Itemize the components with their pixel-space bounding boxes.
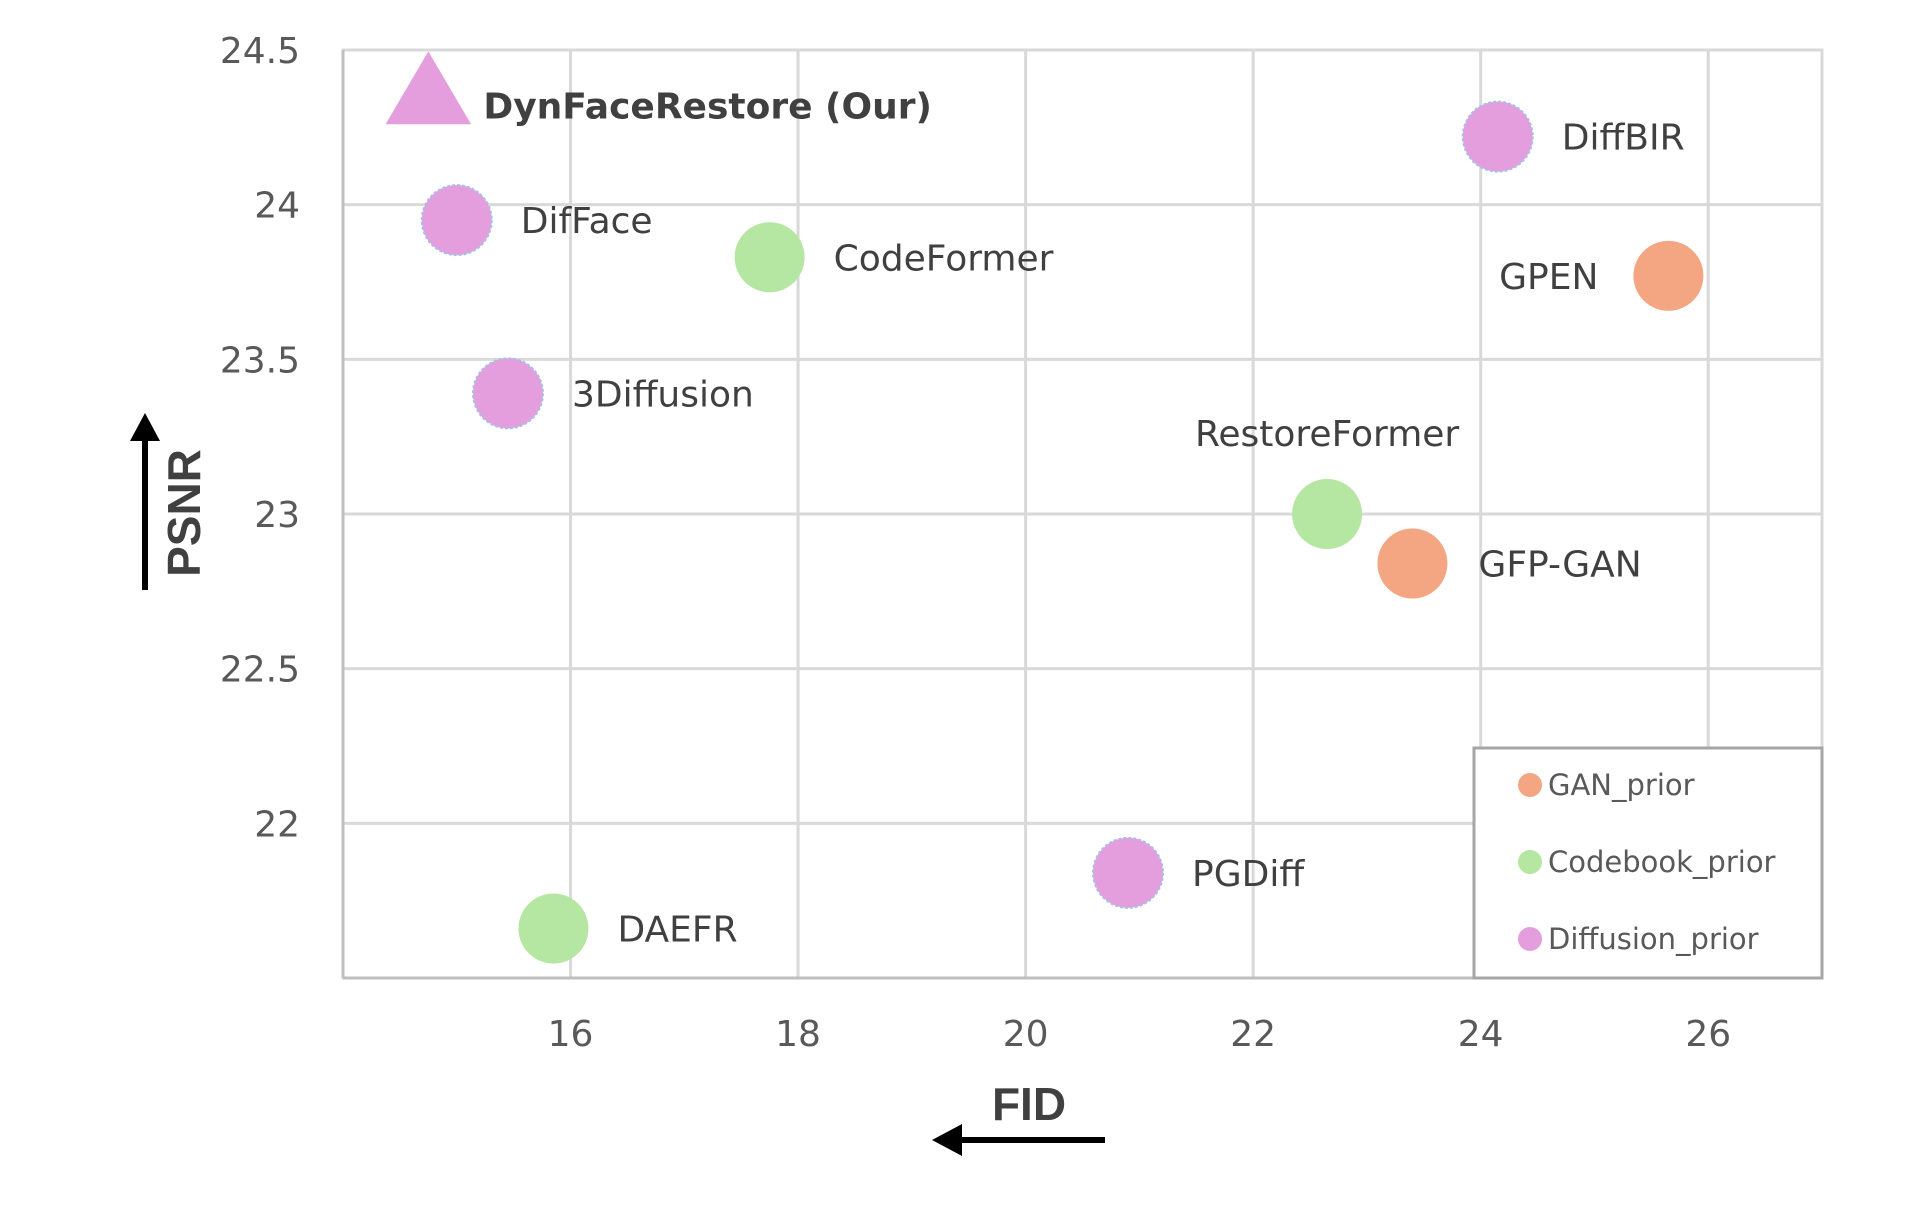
point-difface [420,184,493,257]
y-tick-label: 23 [254,495,300,536]
point-gfp-gan [1377,528,1448,599]
point-codeformer [734,222,805,293]
x-axis-arrow-head [932,1124,962,1156]
x-tick-label: 26 [1685,1014,1731,1055]
point-labels: GPEN GFP-GAN CodeFormer RestoreFormer DAEFR D… [483,86,1684,950]
legend-swatch-gan-prior [1518,773,1542,797]
point-gpen [1633,240,1704,311]
x-tick-label: 24 [1458,1014,1504,1055]
legend: GAN_prior Codebook_prior Diffusion_prior [1472,746,1824,980]
label-codeformer: CodeFormer [834,238,1054,279]
y-axis-title: PSNR [158,449,210,577]
x-tick-label: 20 [1003,1014,1049,1055]
label-difface: DifFace [521,201,653,242]
legend-swatch-diffusion-prior [1518,927,1542,951]
axis-titles: FID PSNR [130,413,1105,1156]
point-restoreformer [1292,479,1363,549]
label-gfp-gan: GFP-GAN [1478,544,1641,585]
legend-label-diffusion-prior: Diffusion_prior [1548,922,1759,956]
point-dynfacerestore-our [385,51,472,125]
data-points [385,51,1704,964]
legend-label-codebook-prior: Codebook_prior [1548,845,1776,879]
label-pgdiff: PGDiff [1192,854,1305,895]
point-pgdiff [1092,836,1165,909]
y-tick-label: 24.5 [220,31,300,72]
y-tick-label: 23.5 [220,340,300,381]
label-dynfacerestore-our: DynFaceRestore (Our) [483,86,932,127]
legend-label-gan-prior: GAN_prior [1548,768,1695,802]
tick-labels: 16 18 20 22 24 26 22 22.5 23 23.5 24 24.5 [220,31,1731,1055]
x-axis-title: FID [992,1078,1066,1130]
y-tick-label: 24 [254,186,300,227]
label-diffbir: DiffBIR [1562,118,1685,159]
point-daefr [518,893,589,964]
label-restoreformer: RestoreFormer [1195,414,1459,455]
label-gpen: GPEN [1499,257,1598,298]
x-tick-label: 18 [775,1014,821,1055]
legend-swatch-codebook-prior [1518,850,1542,874]
grid [341,48,1824,980]
y-axis-arrow-head [130,413,160,441]
label-daefr: DAEFR [617,910,737,951]
y-tick-label: 22.5 [220,650,300,691]
y-tick-label: 22 [254,804,300,845]
x-tick-label: 22 [1230,1014,1276,1055]
x-tick-label: 16 [548,1014,594,1055]
label-3diffusion: 3Diffusion [572,374,754,415]
point-3diffusion [471,357,544,430]
point-diffbir [1461,100,1534,173]
